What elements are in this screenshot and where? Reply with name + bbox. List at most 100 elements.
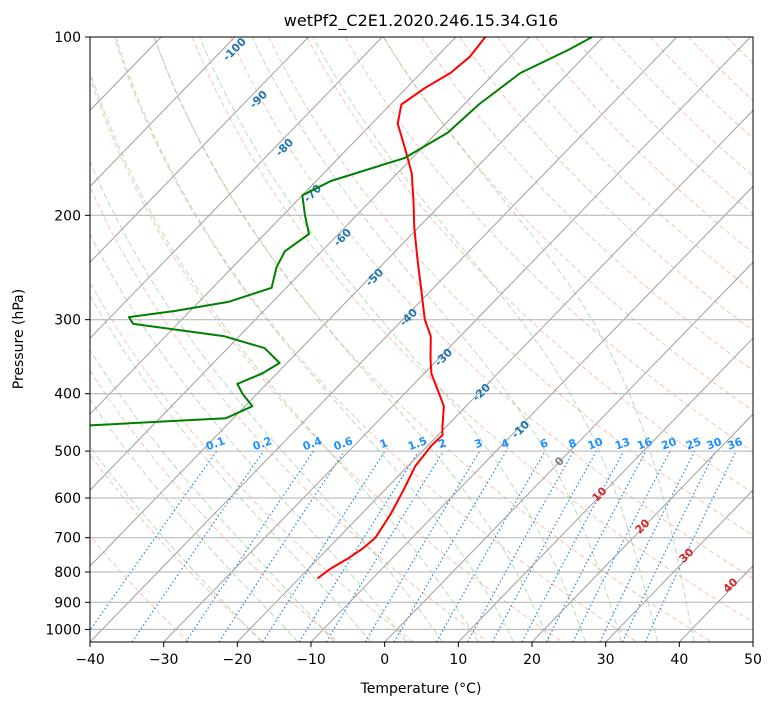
isotherm-label: 20 — [633, 516, 653, 536]
isotherm-line — [605, 489, 753, 642]
x-tick-label: 50 — [744, 652, 762, 668]
x-tick-label: 30 — [597, 652, 615, 668]
y-tick-label: 600 — [54, 491, 81, 507]
background-reference-lines — [90, 37, 775, 642]
moist-adiabat — [90, 349, 335, 642]
mixing-ratio-label: 0.4 — [301, 434, 324, 453]
mixing-ratio-line — [491, 450, 597, 642]
isotherm-line — [457, 337, 753, 642]
plot-frame — [89, 36, 754, 643]
mixing-ratio-labels: 0.1 0.2 0.4 0.6 1 1.5 2 3 4 6 8 10 13 16 20 25 30 36 — [204, 434, 745, 453]
isotherm-line — [90, 37, 383, 339]
isotherm-line — [752, 641, 753, 642]
dry-adiabat — [535, 37, 753, 254]
isotherm-line — [90, 37, 457, 415]
mixing-ratio-line — [90, 450, 218, 632]
mixing-ratio-line — [599, 450, 696, 642]
mixing-ratio-label: 8 — [567, 436, 579, 451]
dry-adiabat — [688, 37, 753, 102]
isotherm-line — [163, 37, 751, 642]
moist-adiabat — [251, 37, 622, 642]
isotherm-line — [90, 37, 678, 642]
moist-adiabat — [113, 37, 515, 642]
mixing-ratio-line — [621, 450, 716, 642]
moist-adiabat — [153, 37, 551, 642]
mixing-ratio-label: 10 — [586, 435, 605, 453]
y-tick-label: 1000 — [45, 622, 81, 638]
x-tick-label: −30 — [149, 652, 179, 668]
mixing-ratio-line — [185, 450, 314, 642]
dry-adiabat — [765, 37, 775, 642]
isotherm-line — [531, 413, 753, 642]
mixing-ratio-line — [364, 450, 481, 642]
dry-adiabat — [90, 453, 264, 642]
x-tick-label: 0 — [380, 652, 389, 668]
y-tick-label: 400 — [54, 387, 81, 403]
dry-adiabat — [420, 37, 753, 372]
x-axis-ticks: −40 −30 −20 −10 0 10 20 30 40 50 — [75, 642, 762, 668]
dry-adiabat — [90, 185, 488, 642]
x-tick-label: 10 — [449, 652, 467, 668]
mixing-ratio-line — [466, 450, 575, 642]
isotherm-label: -90 — [247, 88, 270, 111]
isotherm-label: -100 — [220, 35, 249, 64]
mixing-ratio-label: 3 — [473, 436, 485, 451]
isotherm-line — [90, 37, 236, 188]
mixing-ratio-line — [521, 450, 625, 642]
isotherm-line — [310, 185, 753, 642]
dry-adiabat — [458, 37, 753, 332]
mixing-ratio-label: 4 — [499, 436, 511, 451]
mixing-ratio-label: 0.1 — [204, 434, 227, 453]
isotherm-label: -10 — [509, 418, 532, 441]
dewpoint-profile-line — [90, 37, 593, 427]
dry-adiabat — [90, 535, 190, 642]
mixing-ratio-line — [131, 450, 265, 642]
x-tick-label: 20 — [523, 652, 541, 668]
dry-adiabat — [230, 37, 753, 579]
y-tick-label: 300 — [54, 313, 81, 329]
isotherm-label: -50 — [363, 266, 386, 289]
isotherm-label: -80 — [273, 136, 296, 159]
temperature-profile-line — [316, 37, 487, 580]
isotherm-label: -20 — [470, 381, 493, 404]
moist-adiabat — [90, 294, 371, 642]
mixing-ratio-label: 16 — [635, 435, 654, 453]
moist-adiabat — [90, 399, 299, 642]
x-tick-label: −10 — [296, 652, 326, 668]
mixing-ratio-label: 6 — [538, 436, 550, 451]
mixing-ratio-line — [435, 450, 546, 642]
y-tick-label: 100 — [54, 30, 81, 46]
mixing-ratio-line — [325, 450, 445, 642]
grid-lines — [90, 37, 753, 630]
dry-adiabat — [90, 369, 339, 642]
dry-adiabat — [115, 37, 638, 642]
dry-adiabat — [649, 37, 753, 139]
mixing-ratio-label: 20 — [659, 435, 678, 453]
isotherm-label: 40 — [721, 575, 741, 595]
isotherm-label: -30 — [432, 346, 455, 369]
mixing-ratio-label: 36 — [725, 435, 744, 453]
y-tick-label: 200 — [54, 208, 81, 224]
mixing-ratio-label: 1 — [378, 436, 390, 451]
x-tick-label: −20 — [223, 652, 253, 668]
dry-adiabat — [268, 37, 753, 536]
moist-adiabat — [199, 37, 586, 642]
x-axis-label: Temperature (°C) — [360, 681, 482, 697]
mixing-ratio-line — [262, 450, 386, 642]
dry-adiabat — [306, 37, 753, 494]
mixing-ratio-label: 2 — [436, 436, 448, 451]
dry-adiabat — [573, 37, 753, 215]
sounding-series — [90, 37, 593, 580]
moist-adiabat — [90, 445, 262, 642]
isotherm-label: 10 — [590, 484, 610, 504]
dry-adiabat — [726, 37, 753, 64]
mixing-ratio-label: 13 — [613, 435, 632, 452]
isotherm-line — [90, 37, 604, 567]
isotherm-line — [384, 261, 753, 642]
y-tick-label: 500 — [54, 444, 81, 460]
moist-adiabat — [90, 232, 407, 642]
x-tick-label: −40 — [75, 652, 105, 668]
dry-adiabat — [90, 281, 414, 642]
x-tick-label: 40 — [670, 652, 688, 668]
